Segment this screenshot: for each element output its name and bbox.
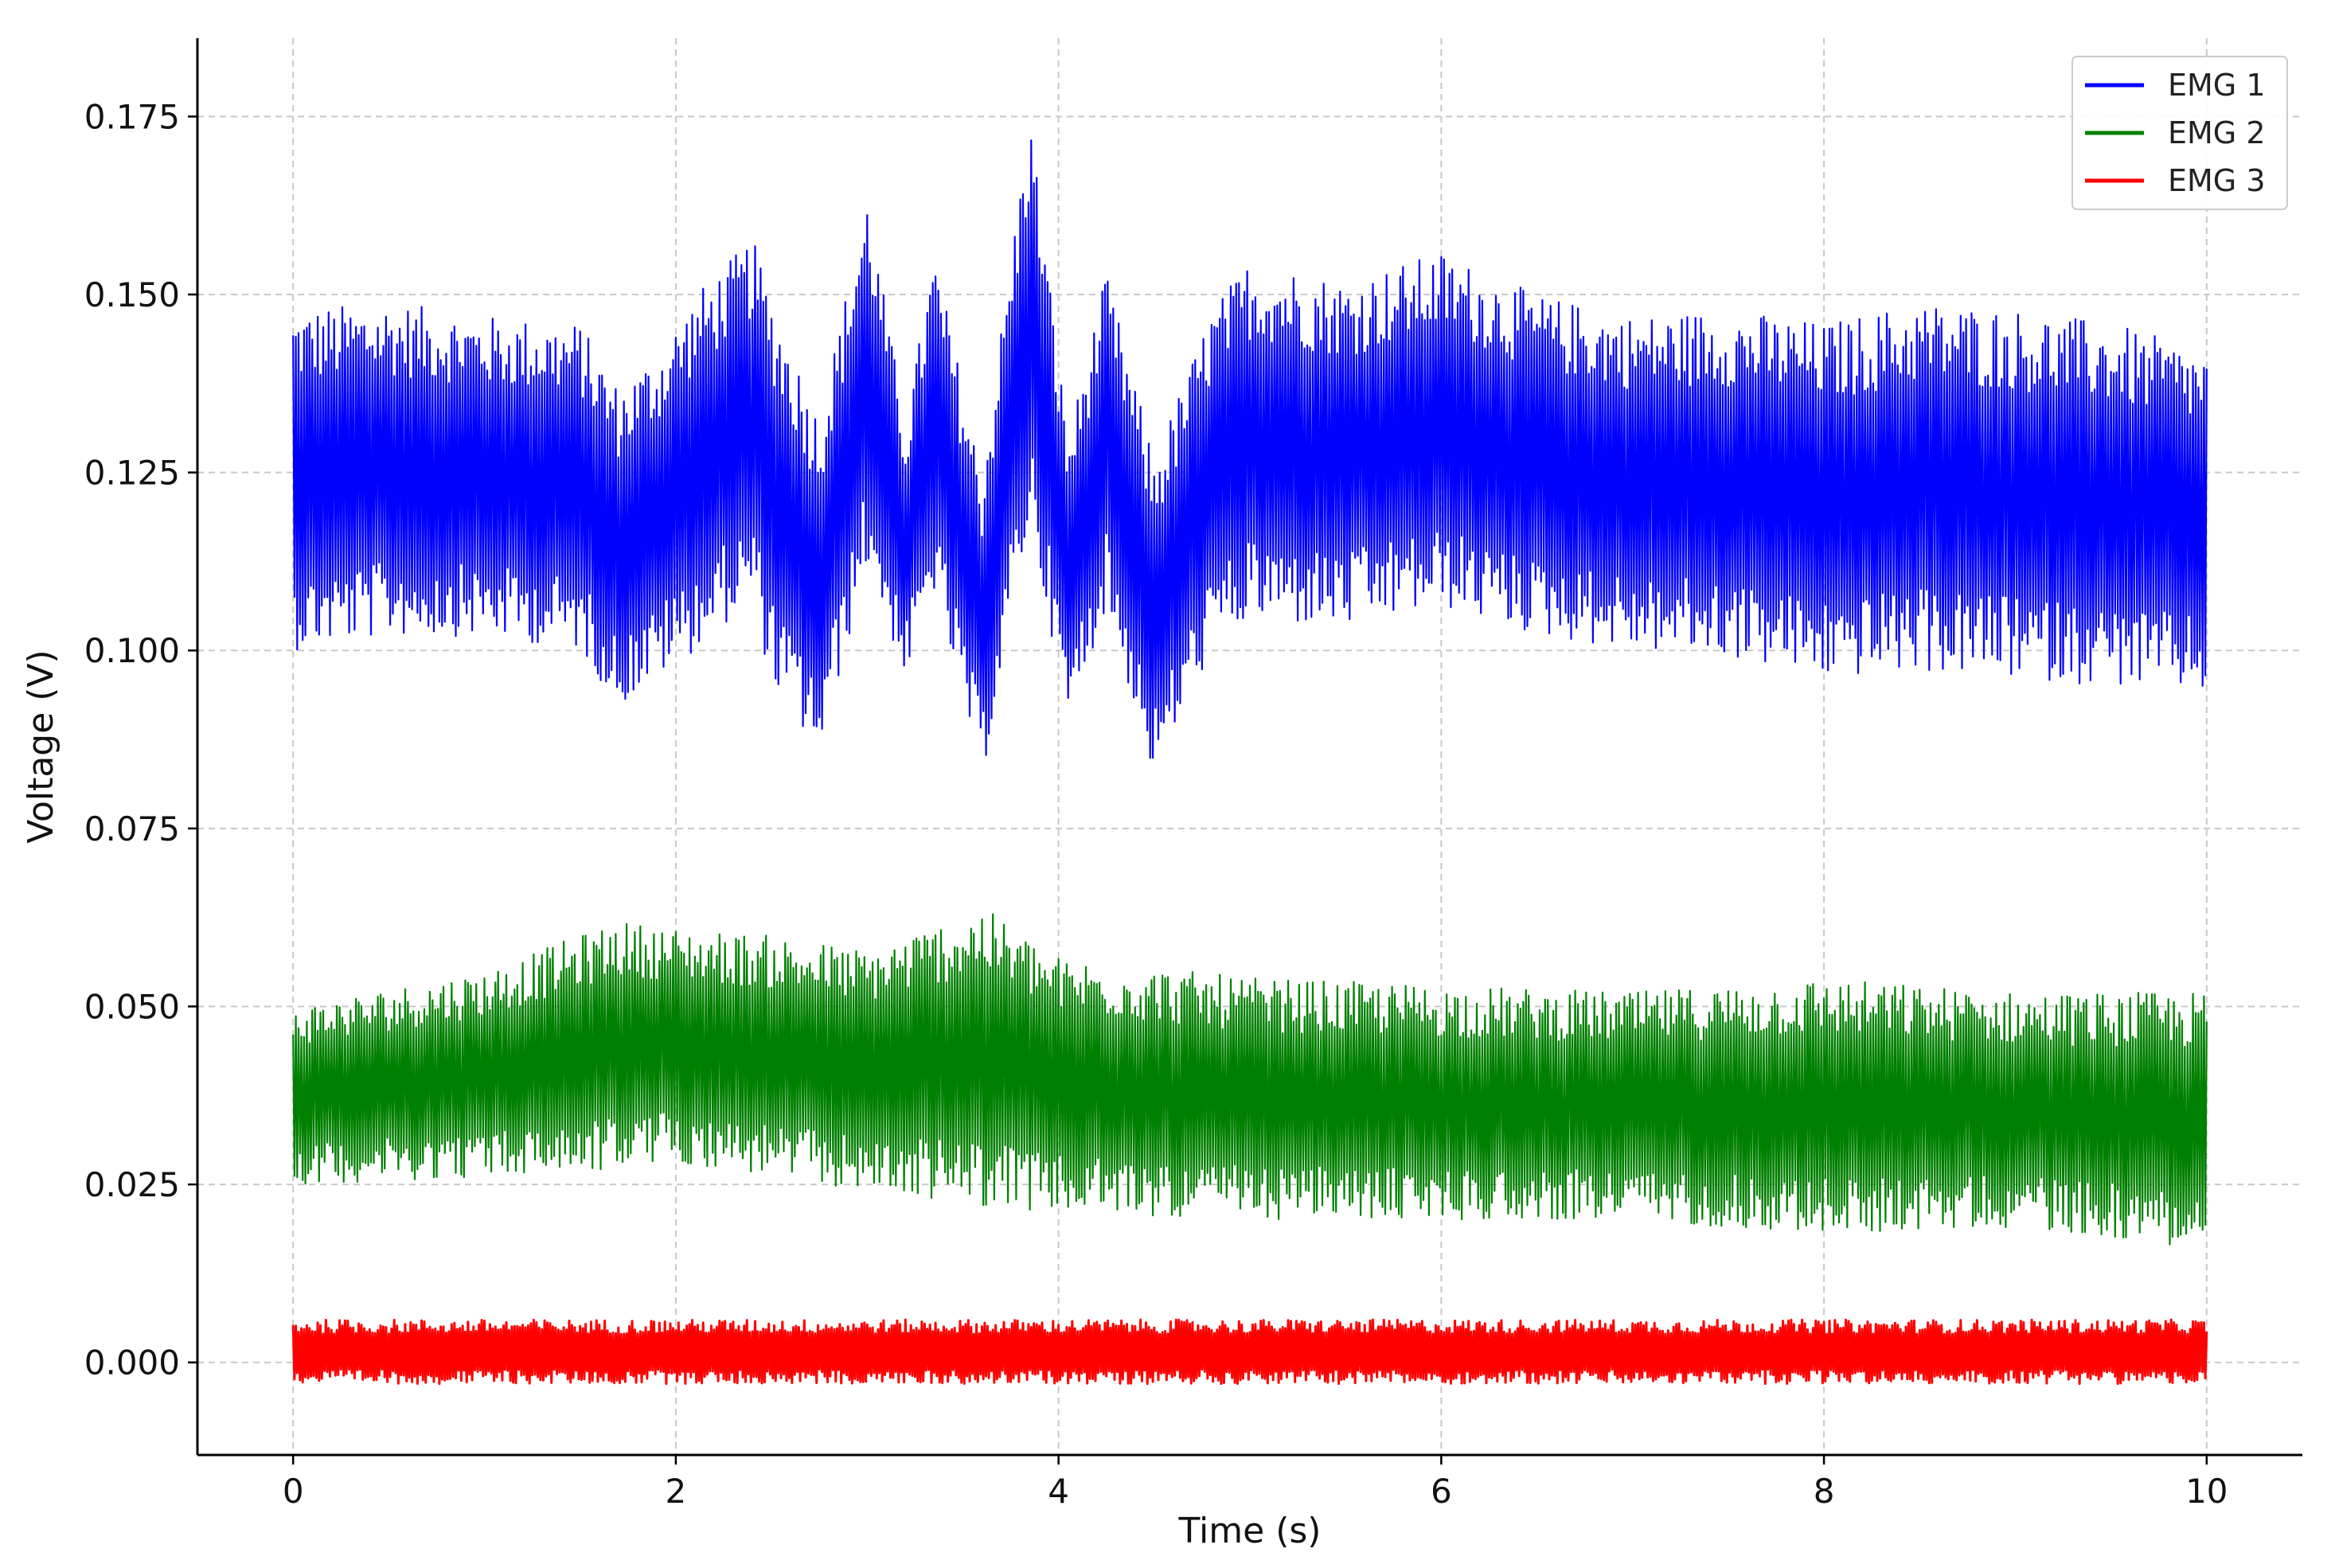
legend-label: EMG 2 (2168, 115, 2266, 150)
y-tick-label: 0.175 (84, 97, 180, 136)
x-axis-title: Time (s) (1178, 1511, 1322, 1551)
y-tick-label: 0.150 (84, 275, 180, 314)
grid-layer (197, 38, 2302, 1455)
y-axis-title: Voltage (V) (21, 649, 61, 843)
legend-box (2071, 56, 2288, 210)
y-tick-label: 0.000 (84, 1344, 180, 1383)
series-line-emg-2 (292, 913, 2208, 1246)
series-line-emg-3 (291, 1318, 2208, 1385)
legend: EMG 1 EMG 2 EMG 3 (2071, 56, 2288, 210)
x-tick-label: 2 (666, 1472, 687, 1511)
x-tick-label: 0 (283, 1472, 304, 1511)
x-tick-label: 4 (1048, 1472, 1069, 1511)
legend-label: EMG 1 (2168, 68, 2266, 103)
ticks-layer: 0 2 4 6 8 10 0.000 0.025 0.050 0.075 0.100 0.125 0.1… (84, 97, 2228, 1511)
axes-layer (196, 38, 2302, 1457)
series-layer (291, 139, 2208, 1385)
y-tick-label: 0.050 (84, 987, 180, 1026)
x-tick-label: 6 (1431, 1472, 1452, 1511)
y-tick-label: 0.100 (84, 631, 180, 670)
legend-label: EMG 3 (2168, 163, 2266, 198)
x-tick-label: 8 (1814, 1472, 1835, 1511)
y-tick-label: 0.025 (84, 1165, 180, 1204)
x-tick-label: 10 (2185, 1472, 2228, 1511)
y-tick-label: 0.125 (84, 454, 180, 493)
y-tick-label: 0.075 (84, 809, 180, 848)
series-line-emg-1 (292, 139, 2208, 759)
